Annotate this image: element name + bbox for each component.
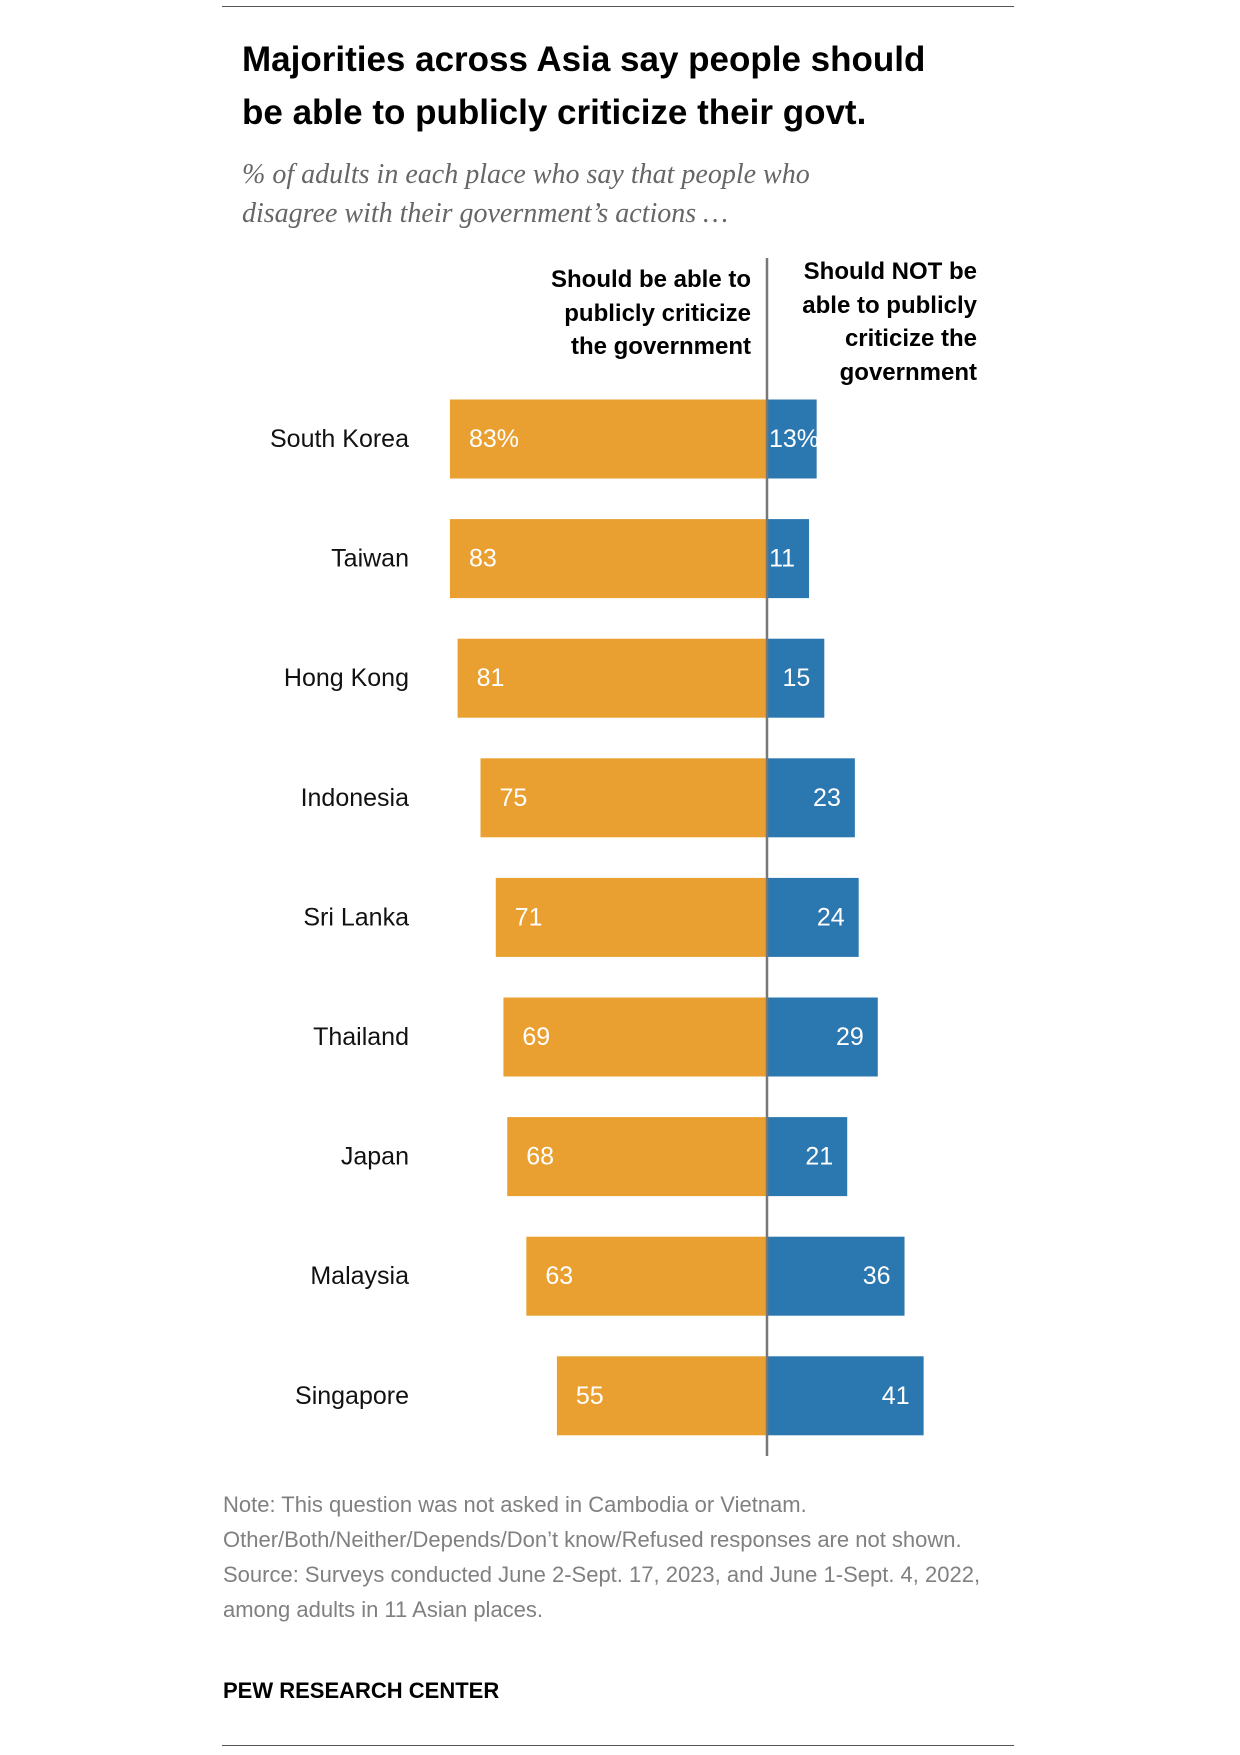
chart-subtitle-line: disagree with their government’s actions… <box>242 198 729 229</box>
value-label-should: 63 <box>545 1262 573 1290</box>
value-label-should-not: 41 <box>882 1382 910 1410</box>
category-label: Indonesia <box>301 784 410 812</box>
chart-title: Majorities across Asia say people should… <box>242 33 1022 139</box>
category-label: Japan <box>341 1143 409 1171</box>
bar-should-not <box>767 399 817 479</box>
category-label: Sri Lanka <box>303 903 409 931</box>
category-label: Thailand <box>313 1023 409 1051</box>
chart-title-line: be able to publicly criticize their govt… <box>242 93 867 132</box>
chart-subtitle: % of adults in each place who say that p… <box>242 155 1022 233</box>
value-label-should: 75 <box>500 784 528 812</box>
value-label-should-not: 15 <box>782 664 810 692</box>
value-label-should: 55 <box>576 1382 604 1410</box>
value-label-should: 69 <box>522 1023 550 1051</box>
value-label-should-not: 29 <box>836 1023 864 1051</box>
value-label-should: 68 <box>526 1143 554 1171</box>
value-label-should: 83% <box>469 425 519 453</box>
column-header-line: able to publicly <box>802 291 977 319</box>
chart-subtitle-line: % of adults in each place who say that p… <box>242 159 810 190</box>
bar-should-not <box>767 758 855 838</box>
column-header-line: government <box>839 358 977 386</box>
value-label-should-not: 13% <box>769 425 819 453</box>
bar-should <box>457 638 767 718</box>
value-label-should: 83 <box>469 545 497 573</box>
bar-should-not <box>767 638 825 718</box>
source-text: Source: Surveys conducted June 2-Sept. 1… <box>223 1562 981 1622</box>
bar-should <box>449 399 767 479</box>
top-rule <box>222 6 1014 7</box>
bar-should-not <box>767 1117 848 1197</box>
chart-title-line: Majorities across Asia say people should <box>242 40 926 79</box>
bar-should-not <box>767 877 859 957</box>
column-header-line: criticize the <box>844 325 977 353</box>
value-label-should: 71 <box>515 903 543 931</box>
column-header-line: Should NOT be <box>803 258 977 285</box>
bar-should-not <box>767 1236 905 1316</box>
bottom-rule <box>222 1745 1014 1746</box>
bar-should-not <box>767 997 878 1077</box>
brand-label: PEW RESEARCH CENTER <box>223 1678 500 1703</box>
value-label-should-not: 24 <box>817 903 845 931</box>
bar-should <box>507 1117 767 1197</box>
column-header-should-not: Should NOT be able to publicly criticize… <box>802 255 977 389</box>
bar-should <box>480 758 767 838</box>
category-label: Malaysia <box>310 1262 409 1290</box>
bar-should <box>449 519 767 599</box>
bar-should <box>503 997 767 1077</box>
value-label-should-not: 23 <box>813 784 841 812</box>
value-label-should-not: 11 <box>769 545 795 573</box>
column-header-line: publicly criticize <box>564 299 751 327</box>
bar-should <box>495 877 767 957</box>
column-header-should: Should be able to publicly criticize the… <box>551 263 751 364</box>
bar-should-not <box>767 1356 924 1436</box>
bar-should <box>556 1356 767 1436</box>
bar-should-not <box>767 519 810 599</box>
category-label: Singapore <box>295 1382 409 1410</box>
column-header-line: the government <box>570 333 751 361</box>
bar-should <box>526 1236 767 1316</box>
value-label-should: 81 <box>477 664 505 692</box>
category-label: South Korea <box>270 425 409 453</box>
value-label-should-not: 21 <box>805 1143 833 1171</box>
category-label: Taiwan <box>331 545 409 573</box>
note-text: Note: This question was not asked in Cam… <box>223 1492 962 1552</box>
notes: Note: This question was not asked in Cam… <box>223 1487 1013 1627</box>
category-label: Hong Kong <box>284 664 409 692</box>
column-header-line: Should be able to <box>550 266 751 293</box>
value-label-should-not: 36 <box>863 1262 891 1290</box>
